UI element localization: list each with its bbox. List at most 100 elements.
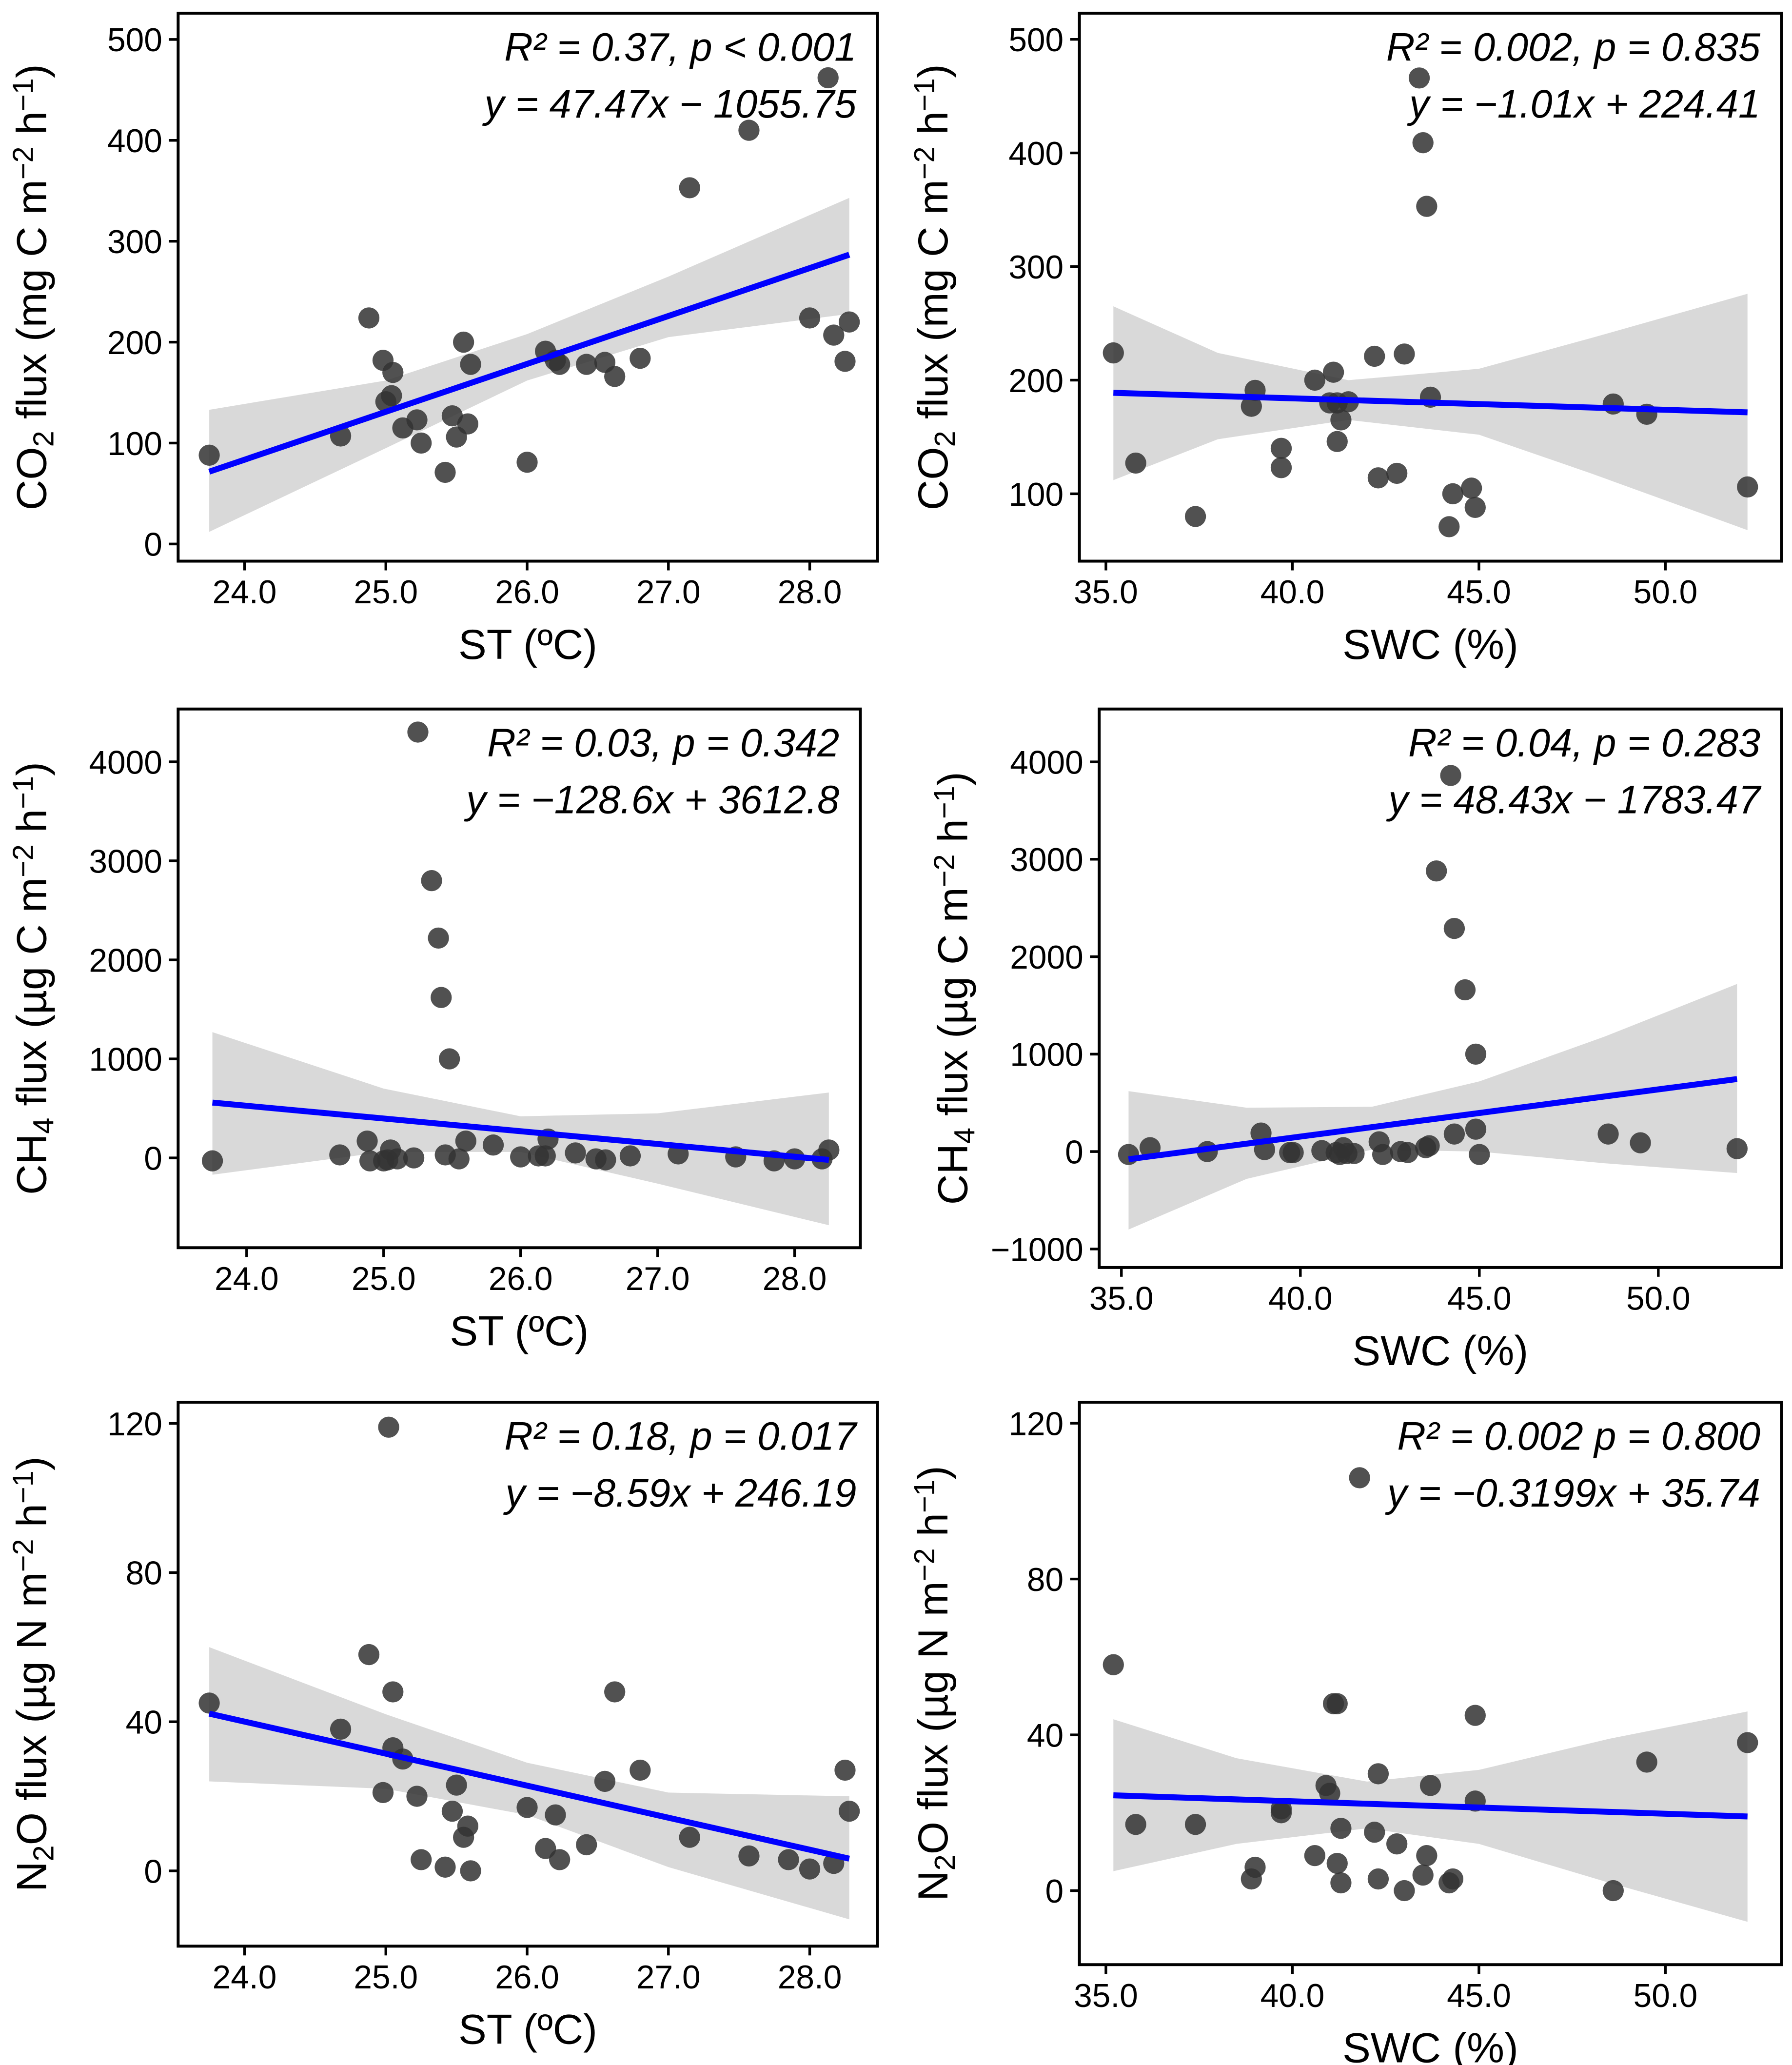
data-point [407,721,429,743]
x-tick-label: 26.0 [495,574,559,611]
x-tick-label: 35.0 [1074,1978,1138,2014]
data-point [1386,1833,1408,1855]
data-point [1241,396,1262,417]
data-point [1270,1802,1292,1824]
x-axis-label: ST (ºC) [458,621,597,668]
data-point [1184,506,1206,527]
data-point [1364,1822,1385,1843]
data-point [817,67,839,89]
y-tick-label: 100 [1008,477,1063,513]
x-tick-label: 35.0 [1089,1280,1154,1317]
data-point [549,1849,571,1870]
y-tick-label: 40 [126,1705,162,1741]
y-tick-label: 80 [126,1555,162,1592]
y-label-part: ) [930,772,977,786]
data-point [799,307,821,329]
y-tick-label: 4000 [1010,744,1083,781]
y-label-part: 2 [928,1854,961,1870]
stats-annotation: R² = 0.04, p = 0.283 [1408,721,1760,765]
data-point [1319,1783,1340,1804]
data-point [1367,1763,1389,1785]
data-point [778,1849,799,1870]
y-label-part: ) [910,64,957,78]
data-point [1443,1123,1465,1145]
data-point [382,1681,404,1703]
data-point [1372,1144,1394,1165]
data-point [1386,462,1408,484]
data-point [1465,1118,1487,1140]
data-point [1416,1845,1438,1866]
stats-annotation: R² = 0.37, p < 0.001 [504,25,856,70]
data-point [1419,1775,1441,1796]
confidence-band [1113,294,1748,530]
data-point [330,1718,352,1740]
x-tick-label: 40.0 [1260,1978,1325,2014]
x-tick-label: 50.0 [1626,1280,1691,1317]
y-axis-label: CO2 flux (mg C m−2 h−1) [7,64,60,510]
x-axis-label: ST (ºC) [450,1308,589,1355]
data-point [1304,1845,1326,1866]
data-point [545,1804,566,1826]
y-label-part: −2 [908,146,941,179]
x-tick-label: 27.0 [636,574,701,611]
y-axis-label: CH4 flux (µg C m−2 h−1) [7,762,60,1195]
y-axis-label: CO2 flux (mg C m−2 h−1) [908,64,961,510]
data-point [839,1800,860,1822]
y-label-part: −2 [7,1539,39,1572]
data-point [535,1838,556,1859]
y-label-part: −1 [7,776,39,809]
panel-6: 35.0 40.0 45.0 50.0 0 40 80 120 SWC (%) N2O flux … [908,1401,1783,2065]
data-point [1304,369,1326,391]
regression-line [1113,1792,1748,1820]
y-label-part: −1 [7,1470,39,1504]
data-point [1412,132,1434,154]
x-tick-label: 50.0 [1634,574,1698,611]
y-axis-label: N2O flux (µg N m−2 h−1) [7,1456,60,1892]
data-point [576,1834,597,1856]
x-tick-label: 27.0 [626,1261,690,1297]
data-point [1330,1818,1352,1839]
data-point [1597,1123,1619,1145]
data-point [198,1692,220,1714]
y-label-part: ) [910,1466,957,1480]
plot-frame [1098,707,1783,1269]
y-label-part: flux (µg C m [9,877,56,1118]
y-tick-label: 300 [1008,249,1063,286]
data-point [378,1416,399,1438]
y-label-part: 4 [27,1118,60,1134]
data-point [329,1144,351,1166]
data-point [630,348,651,369]
data-point [434,1856,456,1878]
y-tick-label: 400 [107,123,162,159]
data-point [1326,1693,1348,1714]
data-point [1103,342,1124,364]
stats-annotation: y = −1.01x + 224.41 [1407,82,1760,126]
y-label-part: ) [9,762,56,776]
x-tick-label: 45.0 [1447,574,1511,611]
x-tick-label: 25.0 [354,1959,418,1996]
y-label-part: h [930,819,977,854]
data-point [441,1800,463,1822]
y-tick-label: 2000 [89,942,162,979]
data-point [441,405,463,427]
x-tick-label: 28.0 [763,1261,827,1297]
x-tick-label: 28.0 [778,1959,842,1996]
data-point [1367,467,1389,489]
data-point [1364,345,1385,367]
plot-frame [177,707,862,1250]
data-point [510,1146,532,1168]
y-label-part: 4 [948,1128,981,1144]
y-label-part: ) [9,64,56,78]
panel-4: 35.0 40.0 45.0 50.0 −1000 0 1000 2000 3000 4000 SW… [928,707,1783,1374]
data-point [1244,1856,1266,1878]
y-tick-label: 200 [107,325,162,361]
x-axis-label: SWC (%) [1342,621,1518,668]
data-point [594,1770,616,1792]
y-tick-label: 0 [144,527,162,563]
data-point [1465,1043,1487,1065]
data-point [482,1134,504,1156]
data-point [1322,361,1344,383]
y-tick-label: 40 [1027,1717,1063,1754]
y-label-part: −1 [928,786,961,819]
